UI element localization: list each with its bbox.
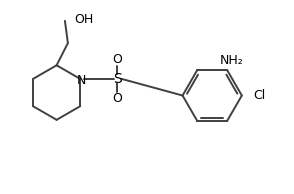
Text: O: O bbox=[112, 53, 122, 66]
Text: OH: OH bbox=[74, 13, 94, 26]
Text: S: S bbox=[113, 72, 122, 86]
Text: NH₂: NH₂ bbox=[220, 54, 243, 67]
Text: N: N bbox=[77, 74, 86, 87]
Text: Cl: Cl bbox=[253, 89, 265, 102]
Text: O: O bbox=[112, 92, 122, 105]
